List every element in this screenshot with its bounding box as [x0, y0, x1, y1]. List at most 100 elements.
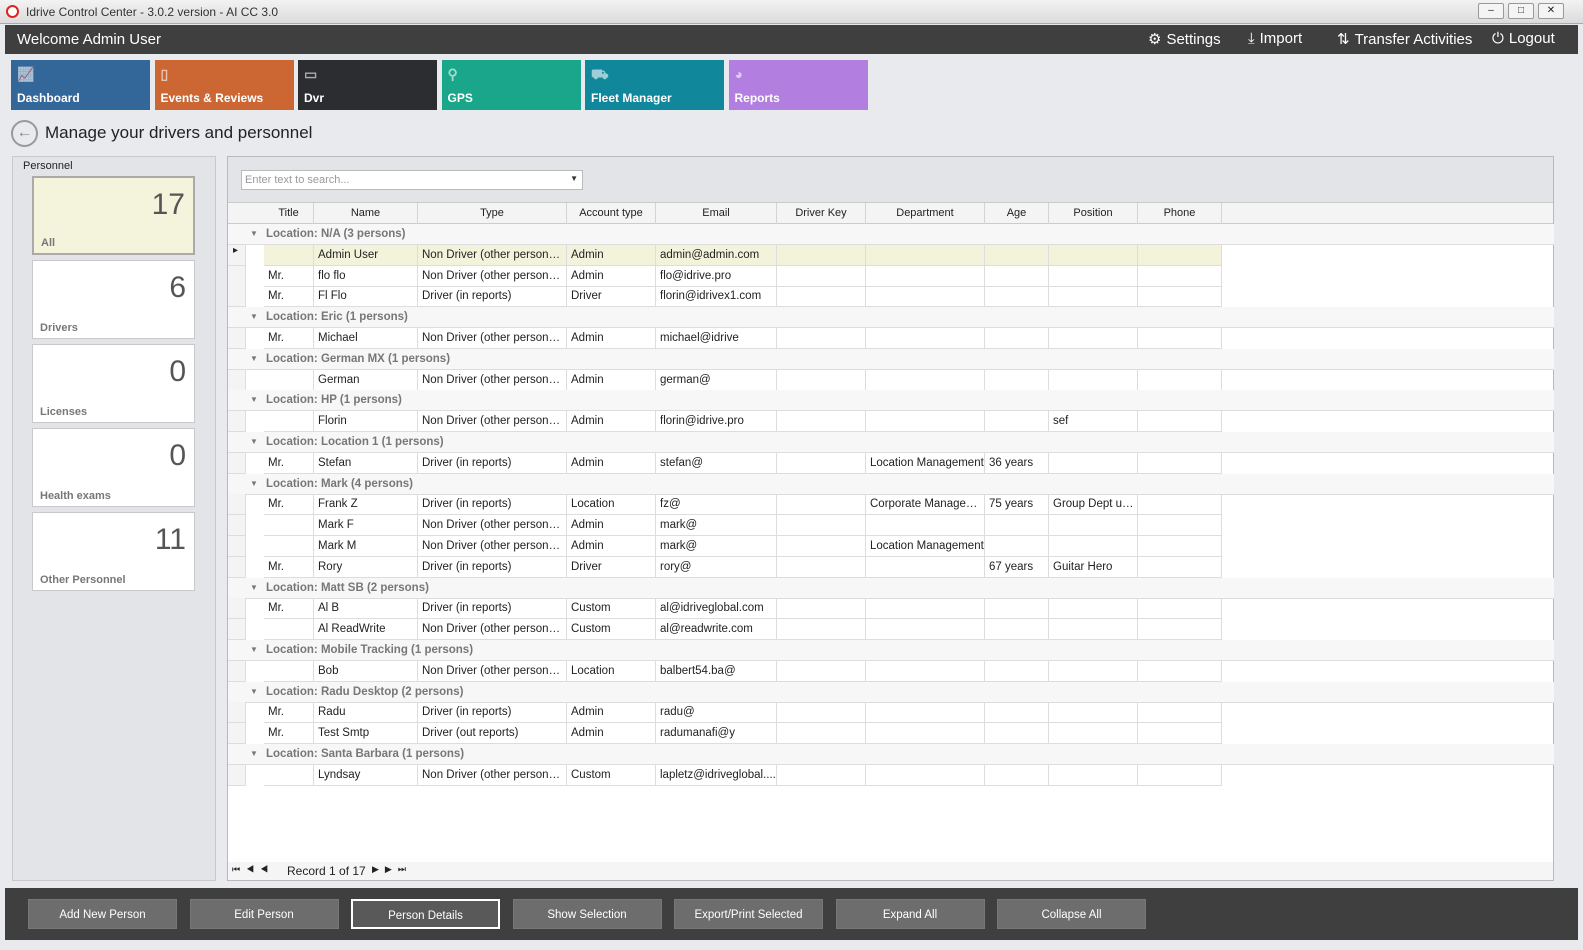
table-row[interactable]: Mr. Radu Driver (in reports) Admin radu@: [228, 702, 1223, 724]
personnel-card-health-exams[interactable]: 0 Health exams: [32, 428, 195, 507]
group-row[interactable]: ▼ Location: Matt SB (2 persons): [228, 577, 1554, 599]
group-row[interactable]: ▼ Location: Santa Barbara (1 persons): [228, 744, 1554, 765]
minimize-button[interactable]: –: [1478, 3, 1504, 19]
table-row[interactable]: Florin Non Driver (other personnel) Admin f…: [228, 411, 1223, 433]
group-row[interactable]: ▼ Location: Mobile Tracking (1 persons): [228, 640, 1554, 661]
cell-age: [985, 598, 1049, 620]
group-row[interactable]: ▼ Location: Location 1 (1 persons): [228, 432, 1554, 453]
show-selection-button[interactable]: Show Selection: [512, 899, 662, 929]
column-header-department[interactable]: Department: [866, 203, 985, 224]
cell-title: Mr.: [264, 494, 314, 516]
column-header-age[interactable]: Age: [985, 203, 1049, 224]
column-header-account-type[interactable]: Account type: [567, 203, 656, 224]
table-row[interactable]: Mr. Fl Flo Driver (in reports) Driver florin…: [228, 286, 1223, 308]
tile-dashboard[interactable]: 📈 Dashboard: [11, 60, 150, 110]
column-header-name[interactable]: Name: [314, 203, 418, 224]
pager-first-prev-icons[interactable]: ⏮◀◀: [232, 864, 275, 874]
cell-phone: [1138, 536, 1222, 557]
collapse-arrow-icon[interactable]: ▼: [250, 353, 258, 363]
table-row[interactable]: Mr. Stefan Driver (in reports) Admin stefan@…: [228, 452, 1223, 474]
tile-reports[interactable]: ◕ Reports: [728, 60, 868, 110]
row-indicator: ▸: [228, 244, 246, 266]
person-details-button[interactable]: Person Details: [351, 899, 500, 929]
group-row[interactable]: ▼ Location: N/A (3 persons): [228, 224, 1554, 245]
tile-dvr[interactable]: ▭ Dvr: [298, 60, 437, 110]
column-header-title[interactable]: Title: [264, 203, 314, 224]
group-row[interactable]: ▼ Location: Radu Desktop (2 persons): [228, 681, 1554, 703]
cell-name: flo flo: [314, 265, 418, 287]
cell-email: florin@idrive.pro: [656, 411, 777, 433]
personnel-card-other-personnel[interactable]: 11 Other Personnel: [32, 512, 195, 591]
collapse-arrow-icon[interactable]: ▼: [250, 686, 258, 696]
table-row[interactable]: German Non Driver (other personnel) Admin g…: [228, 369, 1223, 391]
cell-driver-key: [777, 515, 866, 537]
close-button[interactable]: ✕: [1538, 3, 1564, 19]
group-row[interactable]: ▼ Location: German MX (1 persons): [228, 348, 1554, 370]
table-row[interactable]: Mr. flo flo Non Driver (other personnel) Ad…: [228, 265, 1223, 287]
column-header-type[interactable]: Type: [418, 203, 567, 224]
edit-person-button[interactable]: Edit Person: [189, 899, 339, 929]
tile-events-reviews[interactable]: ▯ Events & Reviews: [154, 60, 294, 110]
transfer-activities-button[interactable]: ⇅ Transfer Activities: [1337, 30, 1472, 49]
row-indicator: [228, 515, 246, 537]
column-header-driver-key[interactable]: Driver Key: [777, 203, 866, 224]
cell-type: Driver (in reports): [418, 286, 567, 308]
settings-button[interactable]: ⚙ Settings: [1148, 30, 1221, 49]
table-row[interactable]: Mr. Test Smtp Driver (out reports) Admin rad…: [228, 723, 1223, 745]
import-button[interactable]: ⤓ Import: [1248, 30, 1302, 47]
expand-all-button[interactable]: Expand All: [835, 899, 985, 929]
cell-title: [264, 244, 314, 266]
personnel-card-licenses[interactable]: 0 Licenses: [32, 344, 195, 423]
cell-type: Non Driver (other personnel): [418, 328, 567, 349]
cell-account-type: Admin: [567, 244, 656, 266]
group-row[interactable]: ▼ Location: Mark (4 persons): [228, 473, 1554, 495]
collapse-all-button[interactable]: Collapse All: [997, 899, 1146, 929]
search-input[interactable]: Enter text to search... ▼: [241, 170, 583, 190]
maximize-button[interactable]: □: [1508, 3, 1534, 19]
table-row[interactable]: Mark F Non Driver (other personnel) Admin m…: [228, 515, 1223, 537]
cell-name: Al B: [314, 598, 418, 620]
cell-title: [264, 764, 314, 786]
table-row[interactable]: Mr. Rory Driver (in reports) Driver rory@ 67 …: [228, 556, 1223, 578]
cell-name: Lyndsay: [314, 764, 418, 786]
group-label: Location: German MX (1 persons): [266, 352, 451, 365]
cell-title: [264, 411, 314, 433]
personnel-card-drivers[interactable]: 6 Drivers: [32, 260, 195, 339]
table-row[interactable]: Lyndsay Non Driver (other personnel) Custo…: [228, 764, 1223, 786]
back-button[interactable]: ←: [11, 120, 38, 147]
dropdown-arrow-icon[interactable]: ▼: [570, 174, 578, 183]
table-row[interactable]: Mr. Frank Z Driver (in reports) Location fz@…: [228, 494, 1223, 516]
column-header-phone[interactable]: Phone: [1138, 203, 1222, 224]
personnel-card-all[interactable]: 17 All: [32, 176, 195, 255]
collapse-arrow-icon[interactable]: ▼: [250, 395, 258, 405]
collapse-arrow-icon[interactable]: ▼: [250, 749, 258, 758]
collapse-arrow-icon[interactable]: ▼: [250, 229, 258, 238]
column-header-email[interactable]: Email: [656, 203, 777, 224]
export-print-selected-button[interactable]: Export/Print Selected: [674, 899, 823, 929]
tile-gps[interactable]: ⚲ GPS: [441, 60, 581, 110]
cell-age: [985, 244, 1049, 266]
add-new-person-button[interactable]: Add New Person: [28, 899, 177, 929]
collapse-arrow-icon[interactable]: ▼: [250, 582, 258, 592]
group-row[interactable]: ▼ Location: Eric (1 persons): [228, 307, 1554, 329]
collapse-arrow-icon[interactable]: ▼: [250, 478, 258, 488]
table-row[interactable]: Mark M Non Driver (other personnel) Admin m…: [228, 536, 1223, 557]
collapse-arrow-icon[interactable]: ▼: [250, 645, 258, 654]
table-row[interactable]: ▸ Admin User Non Driver (other personnel) A…: [228, 244, 1223, 266]
table-row[interactable]: Mr. Michael Non Driver (other personnel) Ad…: [228, 328, 1223, 349]
cell-name: Mark M: [314, 536, 418, 557]
column-header-position[interactable]: Position: [1049, 203, 1138, 224]
tile-fleet-manager[interactable]: ⛟ Fleet Manager: [585, 60, 724, 110]
cell-title: Mr.: [264, 556, 314, 578]
collapse-arrow-icon[interactable]: ▼: [250, 437, 258, 446]
table-row[interactable]: Al ReadWrite Non Driver (other personnel)…: [228, 619, 1223, 641]
pager-next-last-icons[interactable]: ▶▶⏭: [372, 864, 412, 874]
logout-button[interactable]: ⏻ Logout: [1492, 30, 1555, 47]
collapse-arrow-icon[interactable]: ▼: [250, 312, 258, 322]
cell-department: [866, 411, 985, 433]
cell-position: [1049, 702, 1138, 724]
table-row[interactable]: Mr. Al B Driver (in reports) Custom al@idriv…: [228, 598, 1223, 620]
group-row[interactable]: ▼ Location: HP (1 persons): [228, 390, 1554, 412]
title-bar: Idrive Control Center - 3.0.2 version - …: [0, 0, 1583, 24]
table-row[interactable]: Bob Non Driver (other personnel) Location b…: [228, 660, 1223, 682]
